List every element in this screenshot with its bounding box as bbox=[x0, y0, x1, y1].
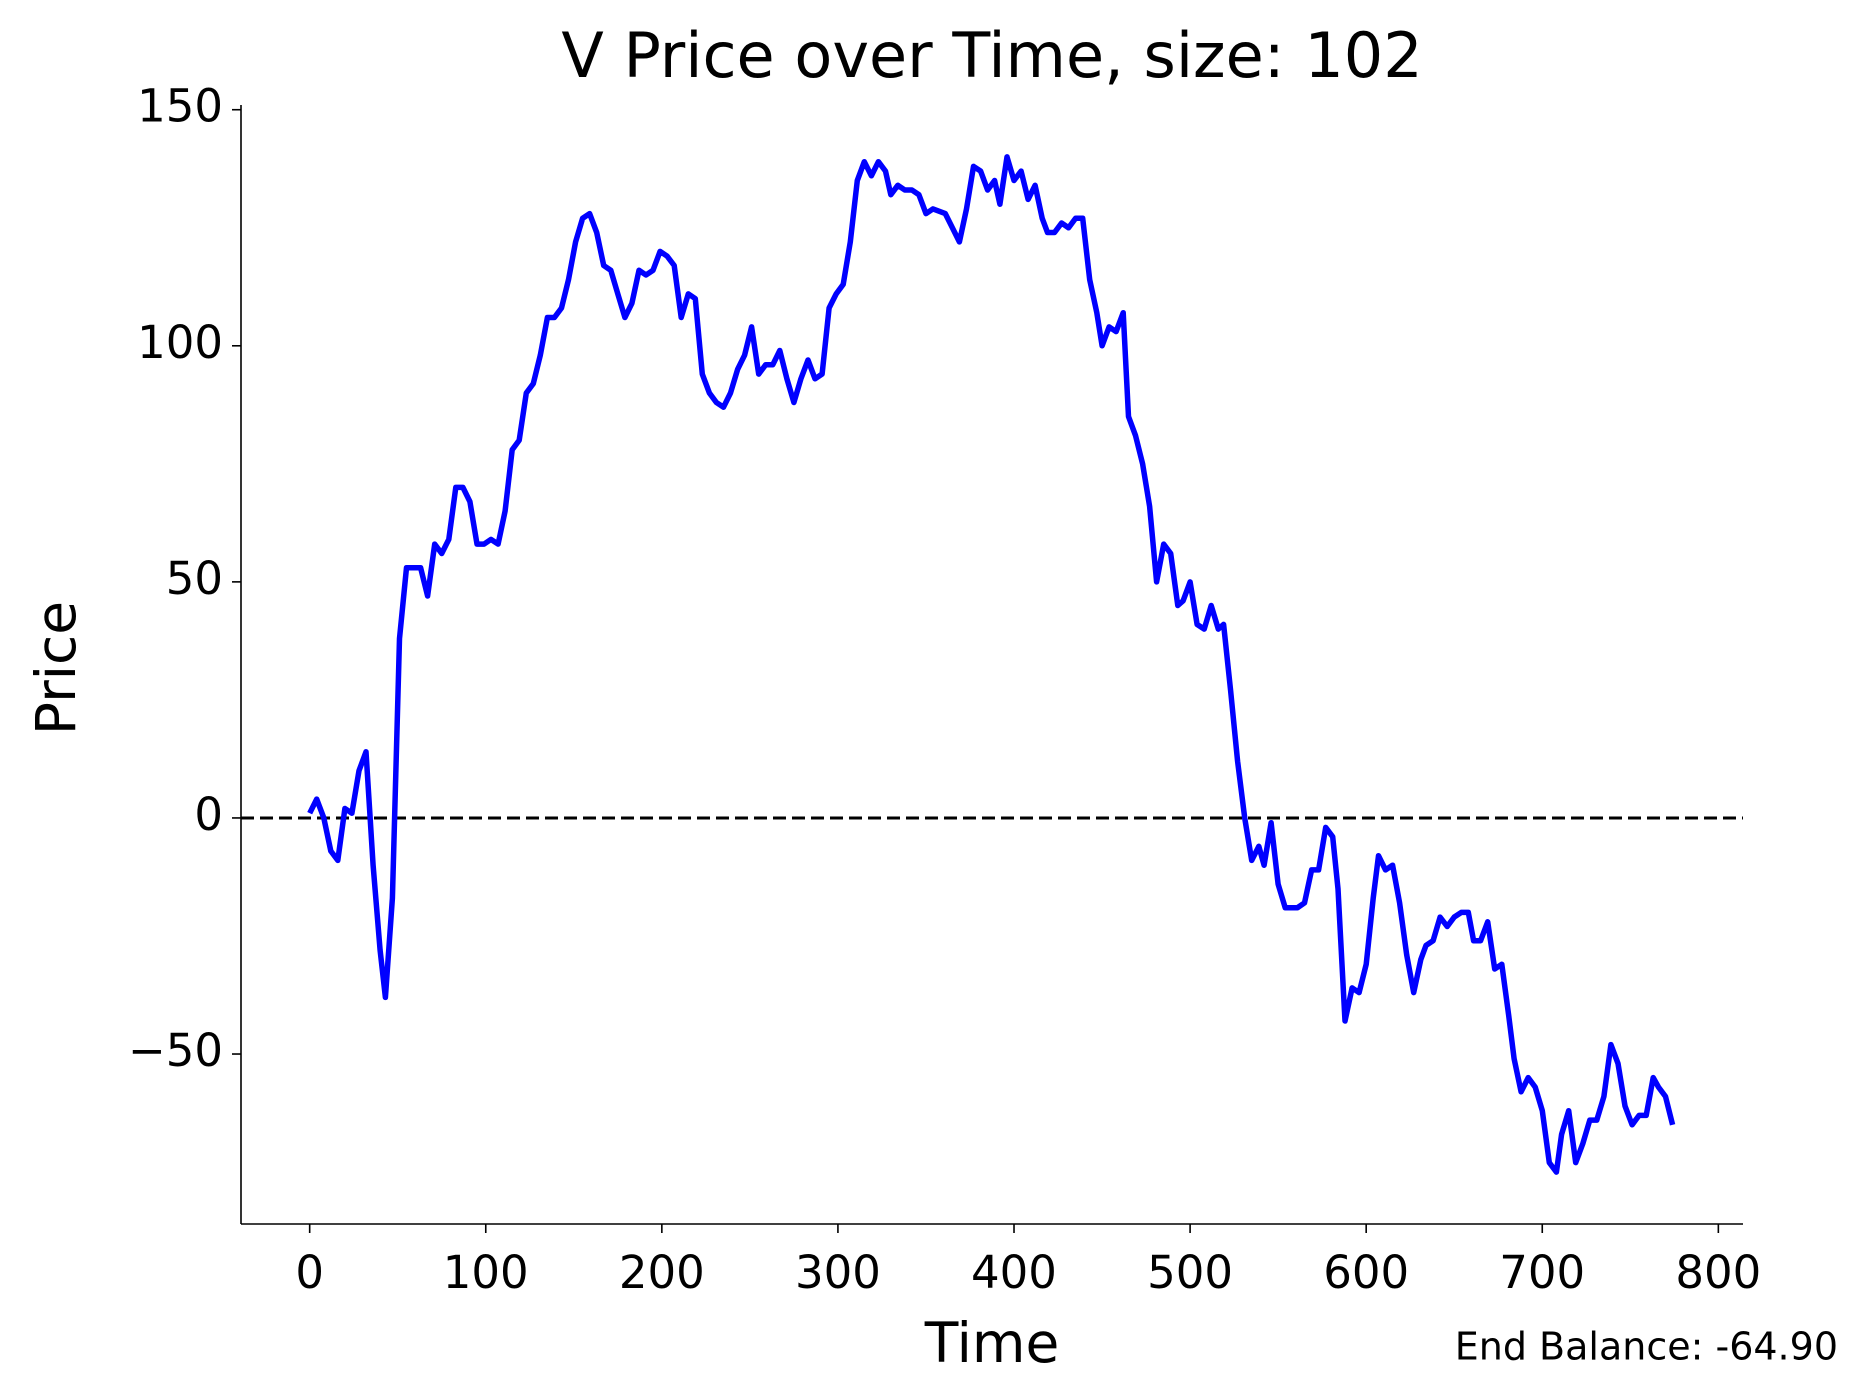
y-tick-label: 100 bbox=[137, 316, 223, 369]
x-axis-label: Time bbox=[924, 1311, 1060, 1375]
y-tick-label: −50 bbox=[128, 1024, 223, 1077]
x-tick-label: 300 bbox=[795, 1246, 881, 1299]
y-tick-label: 50 bbox=[166, 552, 223, 605]
y-tick-label: 150 bbox=[137, 80, 223, 133]
y-axis-label: Price bbox=[24, 601, 88, 735]
x-tick-label: 600 bbox=[1323, 1246, 1409, 1299]
annotation: End Balance: -64.90 bbox=[1455, 1325, 1838, 1369]
x-tick-label: 400 bbox=[971, 1246, 1057, 1299]
chart-title: V Price over Time, size: 102 bbox=[561, 19, 1422, 92]
x-tick-label: 200 bbox=[619, 1246, 705, 1299]
y-tick-label: 0 bbox=[194, 788, 223, 841]
x-tick-label: 0 bbox=[295, 1246, 324, 1299]
x-tick-label: 700 bbox=[1499, 1246, 1585, 1299]
x-tick-label: 800 bbox=[1675, 1246, 1761, 1299]
x-tick-label: 500 bbox=[1147, 1246, 1233, 1299]
price-line bbox=[307, 154, 1676, 1175]
x-tick-label: 100 bbox=[443, 1246, 529, 1299]
